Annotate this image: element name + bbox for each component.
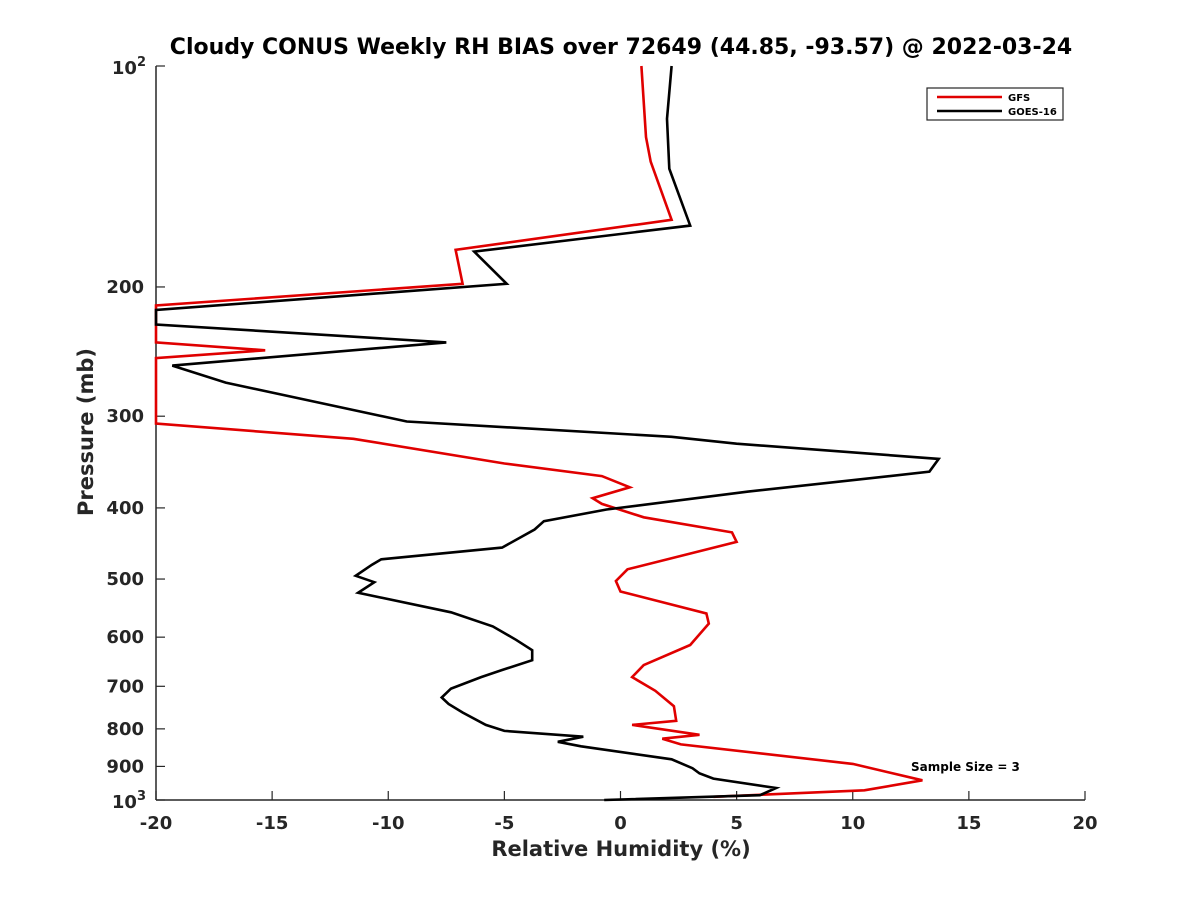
legend-label: GFS (1008, 93, 1030, 104)
y-tick-label: 103 (112, 789, 146, 813)
x-tick-label: -15 (256, 813, 289, 834)
y-tick-exponent: 2 (137, 55, 146, 70)
chart-title: Cloudy CONUS Weekly RH BIAS over 72649 (… (170, 35, 1072, 60)
y-tick-label: 300 (106, 406, 144, 427)
legend: GFS GOES-16 (926, 87, 1064, 121)
y-tick-exponent: 3 (137, 789, 146, 804)
x-tick-label: -10 (372, 813, 405, 834)
y-tick-label: 800 (106, 719, 144, 740)
y-tick-base: 10 (112, 792, 137, 813)
y-tick-label: 900 (106, 756, 144, 777)
y-tick-label: 700 (106, 676, 144, 697)
x-tick-label: -5 (494, 813, 514, 834)
y-tick-label: 102 (112, 55, 146, 79)
y-tick-label: 500 (106, 569, 144, 590)
series-line-goes-16 (154, 65, 942, 802)
series-layer (154, 65, 942, 802)
y-axis-label: Pressure (mb) (74, 348, 98, 516)
y-tick-label: 400 (106, 498, 144, 519)
sample-size-annotation: Sample Size = 3 (911, 760, 1020, 774)
x-tick-label: 0 (614, 813, 627, 834)
x-tick-label: 15 (956, 813, 981, 834)
legend-box (926, 87, 1064, 121)
axes: -20 -15 -10 -5 0 5 10 15 20102200300400500600700… (106, 55, 1097, 834)
legend-label: GOES-16 (1008, 107, 1057, 118)
x-tick-label: 5 (730, 813, 743, 834)
y-tick-base: 10 (112, 58, 137, 79)
y-tick-label: 200 (106, 277, 144, 298)
x-tick-label: -20 (140, 813, 173, 834)
y-tick-label: 600 (106, 627, 144, 648)
x-tick-label: 10 (840, 813, 865, 834)
x-tick-label: 20 (1072, 813, 1097, 834)
x-axis-label: Relative Humidity (%) (491, 837, 750, 861)
